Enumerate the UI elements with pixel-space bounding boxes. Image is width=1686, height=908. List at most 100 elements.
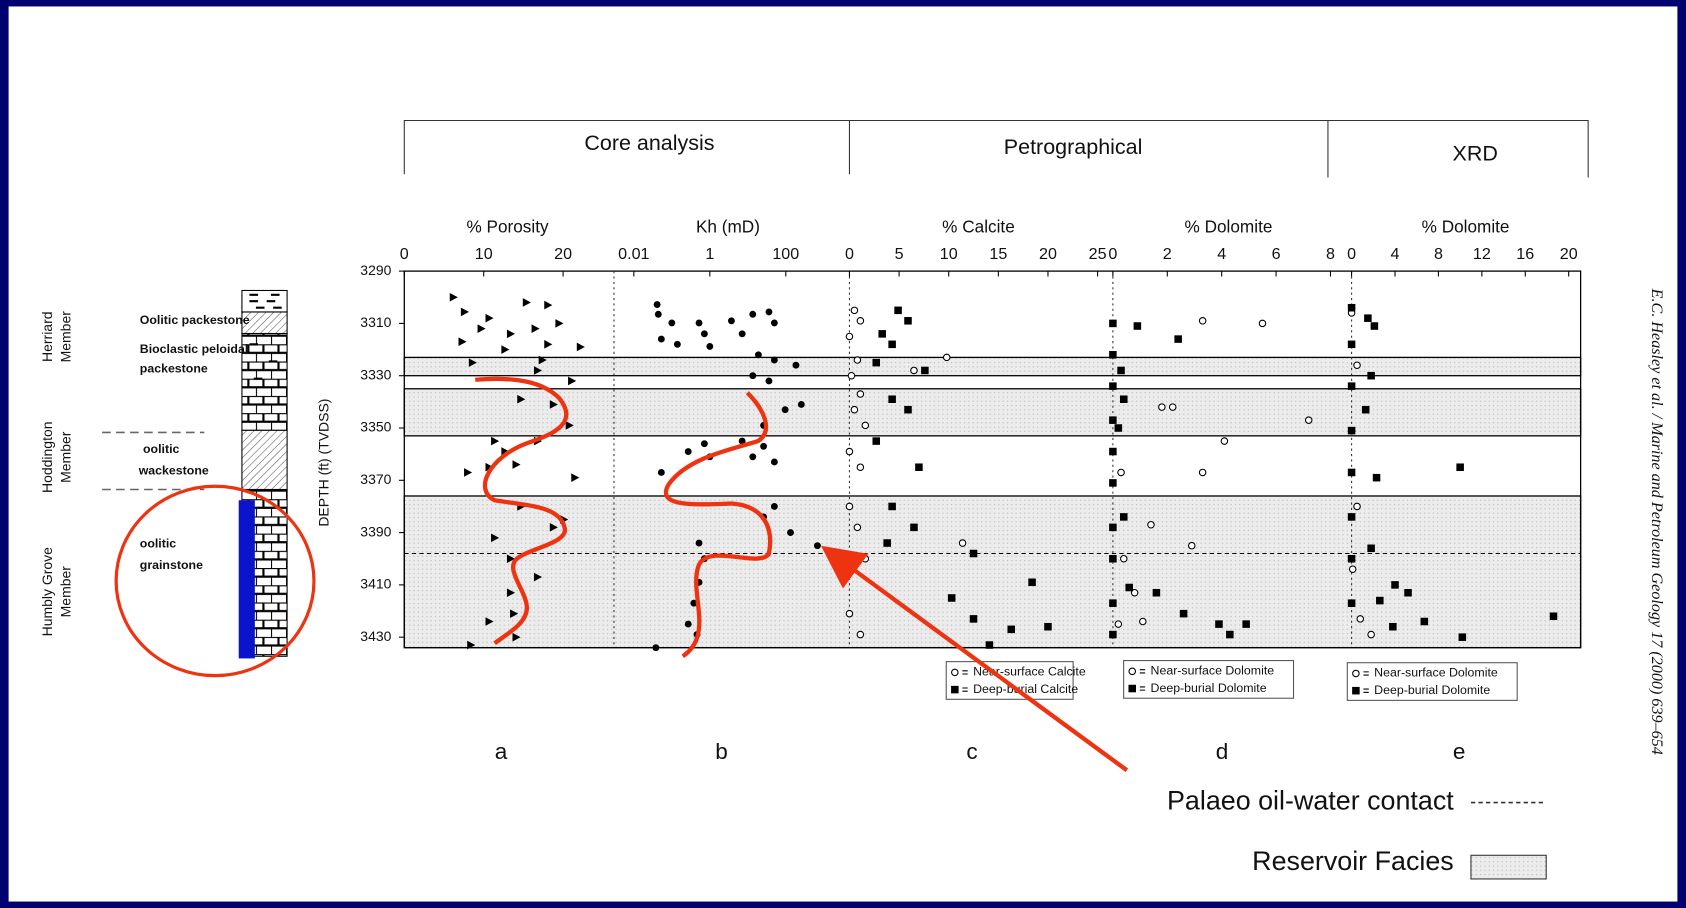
square-point — [872, 437, 880, 445]
member-label: Humbly Grove — [39, 547, 55, 637]
lithology-label: oolitic — [143, 442, 180, 456]
x-tick-label: 5 — [895, 245, 904, 263]
y-tick-label: 3370 — [360, 471, 391, 487]
header: XRD — [1453, 142, 1498, 166]
square-point — [1404, 589, 1412, 597]
x-tick-label: 25 — [1089, 245, 1107, 263]
square-point — [970, 615, 978, 623]
y-tick-label: 3330 — [360, 366, 391, 382]
dot-point — [674, 341, 681, 348]
dot-point — [652, 644, 659, 651]
square-point — [1362, 406, 1370, 414]
square-point — [1226, 631, 1234, 639]
square-point — [883, 539, 891, 547]
dot-point — [701, 330, 708, 337]
square-point — [1348, 555, 1356, 563]
square-point — [1117, 367, 1125, 375]
open-circle-point — [1221, 438, 1227, 444]
dot-point — [739, 330, 746, 337]
legend-label: Near-surface Dolomite — [1151, 664, 1275, 678]
x-tick-label: 0 — [400, 245, 409, 263]
square-point — [1128, 685, 1136, 693]
dot-point — [766, 308, 773, 315]
depth-axis-label: DEPTH (ft) (TVDSS) — [315, 399, 331, 527]
square-point — [1109, 524, 1117, 532]
square-point — [888, 341, 896, 349]
y-tick-label: 3390 — [360, 523, 391, 539]
x-axis-title: % Dolomite — [1185, 217, 1273, 237]
x-tick-label: 20 — [1560, 245, 1578, 263]
square-point — [1120, 513, 1128, 521]
dot-point — [701, 440, 708, 447]
square-point — [951, 686, 959, 694]
reservoir-band — [404, 496, 1580, 648]
dot-point — [728, 317, 735, 324]
dot-point — [798, 401, 805, 408]
member-label: Member — [57, 431, 73, 483]
square-point — [1109, 351, 1117, 359]
y-tick-label: 3310 — [360, 314, 391, 330]
square-point — [1348, 427, 1356, 435]
dot-point — [654, 301, 661, 308]
header: Core analysis — [584, 131, 714, 155]
dot-point — [696, 319, 703, 326]
member-label: Member — [57, 311, 73, 363]
square-point — [1153, 589, 1161, 597]
square-point — [1215, 620, 1223, 628]
square-point — [1125, 584, 1133, 592]
dot-point — [814, 542, 821, 549]
square-point — [1391, 581, 1399, 589]
square-point — [1109, 631, 1117, 639]
x-axis-title: % Dolomite — [1422, 217, 1510, 237]
square-point — [1115, 424, 1123, 432]
square-point — [1367, 545, 1375, 553]
open-circle-point — [857, 464, 863, 470]
square-point — [888, 503, 896, 511]
square-point — [970, 550, 978, 558]
owc-label: Palaeo oil-water contact — [1167, 786, 1454, 816]
open-circle-point — [1121, 556, 1127, 562]
dot-point — [706, 343, 713, 350]
square-point — [1389, 623, 1397, 631]
header: Petrographical — [1004, 135, 1143, 159]
panel-letter: c — [966, 739, 977, 764]
x-tick-label: 0 — [845, 245, 854, 263]
square-point — [894, 307, 902, 315]
open-circle-point — [1305, 417, 1311, 423]
dot-point — [749, 372, 756, 379]
square-point — [904, 317, 912, 325]
open-circle-point — [851, 406, 857, 412]
dot-point — [793, 362, 800, 369]
reservoir-swatch — [1471, 855, 1546, 879]
legend-label: Deep-burial Dolomite — [1374, 683, 1490, 697]
square-point — [1242, 620, 1250, 628]
open-circle-point — [857, 318, 863, 324]
x-tick-label: 6 — [1272, 245, 1281, 263]
open-circle-point — [1129, 668, 1135, 674]
square-point — [1174, 335, 1182, 343]
x-tick-label: 10 — [475, 245, 493, 263]
dot-point — [755, 351, 762, 358]
square-point — [1109, 555, 1117, 563]
slide: Core analysis Petrographical XRD Herriar… — [0, 0, 1686, 908]
square-point — [904, 406, 912, 414]
lithology-label: wackestone — [138, 463, 209, 477]
x-axis-title: % Porosity — [466, 217, 549, 237]
dot-point — [655, 311, 662, 318]
square-point — [1421, 618, 1429, 626]
square-point — [1180, 610, 1188, 618]
x-tick-label: 12 — [1473, 245, 1491, 263]
square-point — [1348, 382, 1356, 390]
member-label: Hoddington — [39, 421, 55, 492]
lithology-label: Bioclastic peloidal — [140, 342, 249, 356]
open-circle-point — [846, 333, 852, 339]
dot-point — [787, 529, 794, 536]
square-point — [1109, 416, 1117, 424]
member-label: Member — [57, 566, 73, 618]
square-point — [986, 641, 994, 649]
x-tick-label: 16 — [1516, 245, 1534, 263]
open-circle-point — [1368, 631, 1374, 637]
square-point — [1550, 613, 1558, 621]
member-label: Herriard — [39, 312, 55, 362]
square-point — [1348, 599, 1356, 607]
